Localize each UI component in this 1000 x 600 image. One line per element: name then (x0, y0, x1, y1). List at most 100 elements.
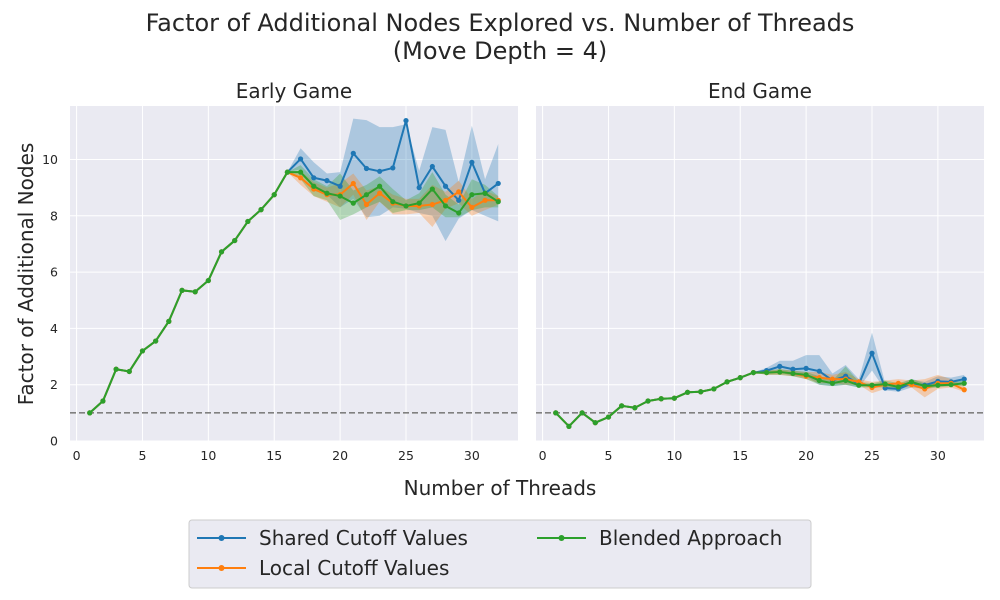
data-point-shared (961, 376, 967, 382)
data-point-shared (311, 175, 317, 181)
x-tick-label: 25 (864, 448, 880, 463)
data-point-shared (816, 368, 822, 374)
data-point-blended (869, 382, 875, 388)
series-line-blended (89, 171, 499, 414)
legend-label-local: Local Cutoff Values (259, 556, 449, 580)
legend-label-shared: Shared Cutoff Values (259, 526, 468, 550)
x-tick-label: 10 (666, 448, 682, 463)
data-point-local (363, 201, 370, 208)
data-point-local (829, 376, 836, 382)
data-point-shared (350, 150, 356, 156)
legend-marker-blended (558, 535, 565, 541)
x-tick-label: 30 (464, 448, 480, 463)
data-point-shared (324, 178, 330, 184)
data-point-blended (495, 199, 501, 205)
data-point-shared (390, 165, 396, 171)
legend-entry-local: Local Cutoff Values (197, 556, 449, 580)
data-point-blended (232, 237, 238, 244)
data-point-blended (179, 287, 185, 293)
data-point-blended (645, 398, 651, 404)
y-tick-label: 2 (50, 377, 58, 392)
data-point-blended (126, 368, 132, 375)
data-point-blended (403, 203, 409, 209)
data-point-blended (284, 169, 291, 175)
data-point-blended (632, 405, 638, 411)
data-point-blended (803, 372, 809, 378)
data-point-blended (566, 423, 572, 429)
data-point-shared (363, 165, 370, 172)
data-point-blended (100, 398, 106, 404)
data-point-blended (377, 183, 383, 189)
data-point-blended (829, 380, 836, 386)
data-point-blended (922, 383, 928, 389)
data-point-blended (482, 190, 488, 196)
data-point-shared (403, 118, 409, 124)
data-point-blended (205, 277, 211, 284)
data-point-blended (592, 420, 598, 426)
data-point-shared (456, 197, 462, 203)
data-point-blended (579, 410, 585, 416)
data-point-shared (429, 163, 435, 170)
data-point-blended (553, 410, 559, 416)
panel-early-game: 0 5 10 15 20 25 30 0 2 4 6 8 10 (42, 106, 518, 463)
data-point-local (469, 204, 475, 210)
legend-marker-shared (218, 535, 225, 541)
x-tick-label: 15 (732, 448, 748, 463)
x-tick-label: 5 (604, 448, 612, 463)
legend-marker-local (218, 565, 225, 571)
data-point-blended (153, 338, 159, 344)
data-point-blended (363, 192, 370, 198)
data-point-blended (297, 169, 304, 175)
data-point-blended (658, 396, 664, 402)
data-point-blended (390, 199, 396, 205)
data-point-blended (619, 403, 625, 409)
data-point-local (456, 189, 462, 195)
y-tick-label: 6 (50, 265, 58, 280)
data-point-blended (245, 218, 251, 225)
data-point-blended (258, 207, 264, 213)
data-point-blended (684, 389, 691, 395)
data-point-shared (377, 168, 383, 174)
data-point-local (429, 201, 435, 208)
data-point-blended (456, 210, 462, 216)
data-point-blended (763, 369, 770, 376)
figure-title-line2: (Move Depth = 4) (393, 37, 607, 65)
data-point-shared (777, 363, 783, 369)
data-point-blended (87, 410, 93, 416)
data-point-blended (724, 379, 730, 385)
data-point-blended (218, 249, 225, 255)
legend: Shared Cutoff Values Local Cutoff Values… (188, 519, 812, 589)
y-tick-label: 10 (42, 152, 58, 167)
data-point-blended (324, 190, 330, 196)
data-point-shared (416, 185, 422, 191)
data-point-blended (271, 192, 277, 198)
data-point-blended (750, 369, 757, 376)
x-tick-label: 0 (539, 448, 547, 463)
data-point-local (961, 387, 967, 393)
data-point-local (350, 180, 356, 187)
legend-label-blended: Blended Approach (599, 526, 782, 550)
data-point-blended (337, 193, 343, 199)
confidence-band-local (89, 170, 499, 413)
x-tick-label: 0 (73, 448, 81, 463)
y-tick-label: 8 (50, 208, 58, 223)
data-point-blended (961, 380, 967, 386)
data-point-blended (429, 186, 435, 192)
data-point-blended (139, 348, 146, 354)
data-point-shared (495, 180, 501, 187)
legend-frame (188, 519, 812, 589)
data-point-blended (469, 192, 475, 198)
data-point-blended (605, 414, 612, 420)
y-axis-label: Factor of Additional Nodes (14, 143, 38, 406)
data-point-blended (935, 382, 941, 388)
data-point-blended (777, 369, 783, 375)
data-point-blended (895, 384, 901, 390)
data-point-shared (337, 183, 343, 189)
data-point-shared (442, 183, 449, 189)
x-tick-label: 30 (930, 448, 946, 463)
data-point-shared (803, 365, 809, 371)
data-point-local (297, 175, 304, 181)
data-point-blended (311, 183, 317, 189)
data-point-blended (843, 377, 849, 384)
